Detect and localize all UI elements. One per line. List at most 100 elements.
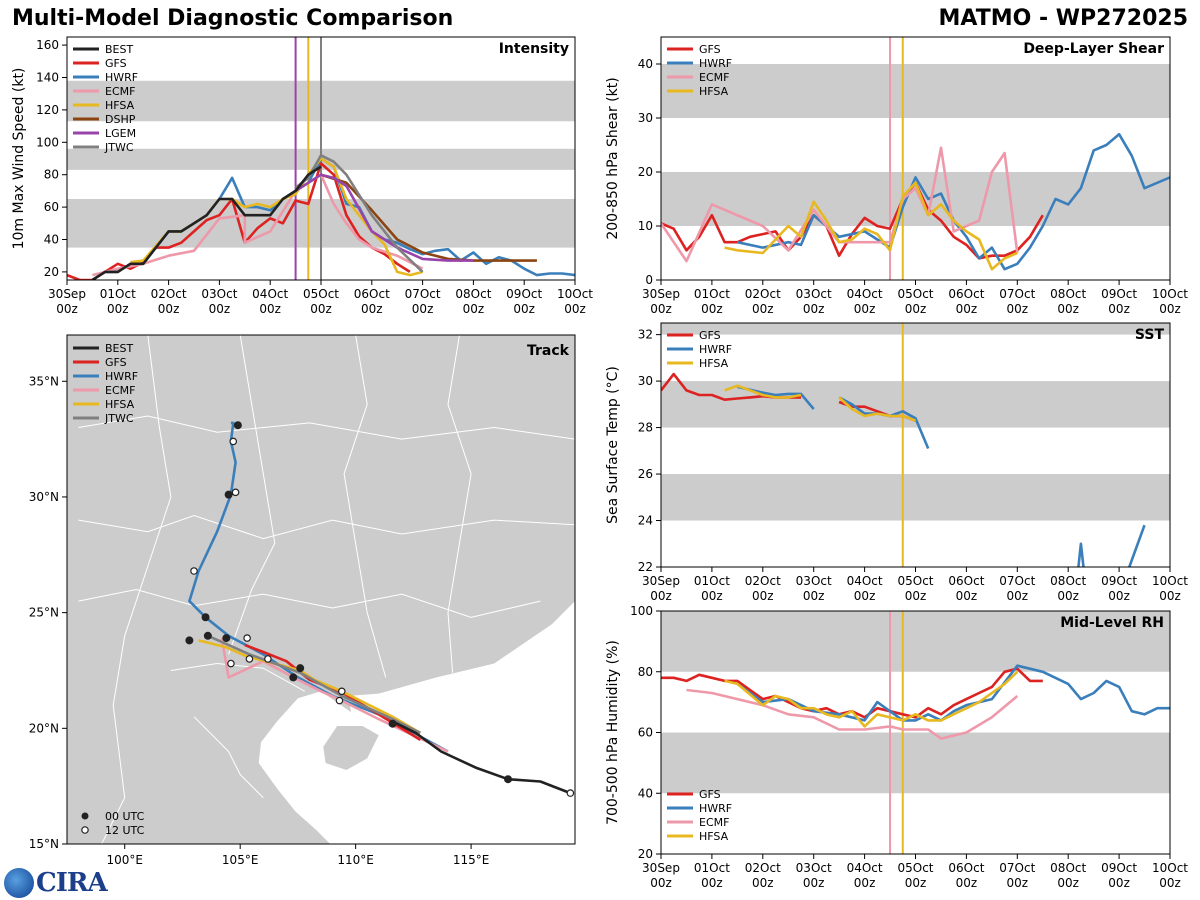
position-00utc	[504, 775, 513, 784]
position-00utc	[185, 636, 194, 645]
y-tick-label: 25°N	[29, 606, 59, 620]
x-tick-sublabel: 00z	[650, 302, 672, 316]
x-tick-sublabel: 00z	[1007, 876, 1029, 890]
x-tick-label: 08Oct	[1050, 287, 1086, 301]
position-12utc	[337, 687, 346, 696]
position-12utc	[245, 655, 254, 663]
x-tick-label: 03Oct	[796, 574, 832, 588]
x-tick-sublabel: 00z	[1159, 589, 1181, 603]
legend-label: 00 UTC	[105, 810, 145, 823]
x-tick-sublabel: 00z	[956, 302, 978, 316]
legend-label: HWRF	[699, 57, 732, 70]
x-tick-label: 09Oct	[1101, 574, 1137, 588]
series-lgem	[294, 173, 474, 262]
series-ecmf	[92, 173, 424, 277]
x-tick-sublabel: 00z	[1057, 589, 1079, 603]
legend-label: GFS	[105, 57, 127, 70]
x-tick-sublabel: 00z	[752, 302, 774, 316]
position-12utc	[243, 634, 251, 642]
noaa-globe-icon	[4, 868, 34, 898]
province-boundary	[78, 514, 575, 540]
province-boundary	[78, 588, 541, 618]
position-00utc	[203, 631, 212, 640]
x-tick-label: 05Oct	[897, 287, 933, 301]
series-hwrf	[737, 385, 815, 410]
x-tick-label: 06Oct	[948, 861, 984, 875]
x-tick-label: 04Oct	[847, 287, 883, 301]
cira-logo: CIRA	[4, 868, 108, 898]
y-tick-label: 160	[36, 38, 59, 52]
x-tick-sublabel: 00z	[956, 876, 978, 890]
legend-label: ECMF	[699, 71, 729, 84]
track-panel: 100°E 105°E 110°E 115°E 15°N 20°N 25°N 30°N 35°N…	[29, 334, 576, 867]
province-boundary	[170, 662, 306, 692]
storm-title: MATMO - WP272025	[938, 6, 1189, 31]
y-tick-label: 35°N	[29, 374, 59, 388]
y-tick-label: 40	[44, 233, 59, 247]
x-tick-label: 01Oct	[694, 861, 730, 875]
province-boundary	[343, 335, 387, 678]
x-tick-label: 09Oct	[1101, 861, 1137, 875]
x-tick-sublabel: 00z	[158, 302, 180, 316]
x-tick-sublabel: 00z	[1057, 302, 1079, 316]
x-tick-sublabel: 00z	[1057, 876, 1079, 890]
x-tick-label: 30Sep	[48, 287, 86, 301]
position-00utc	[224, 490, 233, 499]
x-tick-sublabel: 00z	[650, 589, 672, 603]
x-tick-sublabel: 00z	[1159, 876, 1181, 890]
panel-title: Track	[527, 343, 570, 359]
x-tick-sublabel: 00z	[752, 589, 774, 603]
series-hfsa	[724, 384, 802, 399]
legend-marker-00utc	[81, 812, 89, 820]
y-tick-label: 140	[36, 71, 59, 85]
x-tick-label: 115°E	[453, 853, 490, 867]
y-tick-label: 80	[44, 168, 59, 182]
legend-label: DSHP	[105, 113, 136, 126]
position-12utc	[566, 789, 575, 797]
x-tick-label: 06Oct	[948, 574, 984, 588]
x-tick-label: 07Oct	[999, 287, 1035, 301]
x-tick-sublabel: 00z	[956, 589, 978, 603]
band	[661, 64, 1170, 118]
position-00utc	[388, 719, 397, 728]
x-tick-sublabel: 00z	[701, 302, 723, 316]
y-tick-label: 40	[638, 57, 653, 71]
x-tick-sublabel: 00z	[854, 302, 876, 316]
province-boundary	[228, 335, 276, 655]
legend-label: GFS	[105, 356, 127, 369]
y-tick-label: 80	[638, 665, 653, 679]
position-12utc	[190, 567, 198, 575]
x-tick-label: 01Oct	[100, 287, 136, 301]
x-tick-label: 100°E	[106, 853, 143, 867]
x-tick-label: 07Oct	[999, 861, 1035, 875]
map-layer	[67, 335, 575, 844]
position-12utc	[227, 659, 235, 668]
x-tick-sublabel: 00z	[1159, 302, 1181, 316]
y-tick-label: 24	[638, 514, 653, 528]
track-best	[392, 720, 571, 795]
y-tick-label: 32	[638, 328, 653, 342]
position-00utc	[296, 664, 305, 673]
legend-label: ECMF	[105, 384, 135, 397]
position-00utc	[201, 613, 210, 622]
legend-label: HWRF	[105, 370, 138, 383]
legend-label: 12 UTC	[105, 824, 145, 837]
position-12utc	[264, 655, 272, 663]
x-tick-label: 105°E	[222, 853, 259, 867]
position-12utc	[231, 488, 240, 497]
x-tick-sublabel: 00z	[1108, 876, 1130, 890]
legend-label: GFS	[699, 329, 721, 342]
x-tick-label: 03Oct	[796, 287, 832, 301]
y-tick-label: 10	[638, 219, 653, 233]
legend-label: BEST	[105, 43, 133, 56]
x-tick-label: 02Oct	[151, 287, 187, 301]
x-tick-label: 10Oct	[1152, 861, 1188, 875]
x-tick-sublabel: 00z	[803, 302, 825, 316]
position-12utc	[335, 696, 344, 705]
x-tick-sublabel: 00z	[752, 876, 774, 890]
x-tick-label: 03Oct	[796, 861, 832, 875]
x-tick-label: 30Sep	[642, 574, 680, 588]
panel-title: Deep-Layer Shear	[1023, 41, 1164, 57]
track-hwrf	[188, 421, 449, 753]
